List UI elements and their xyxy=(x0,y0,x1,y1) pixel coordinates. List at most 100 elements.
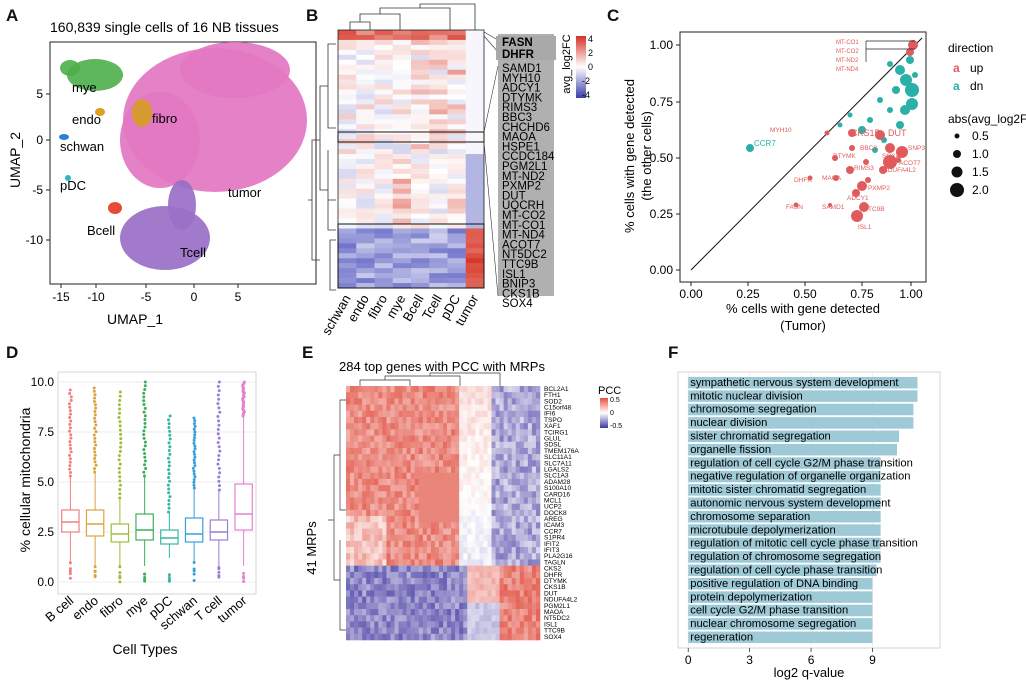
e-heatmap-cell xyxy=(398,547,403,554)
e-heatmap-cell xyxy=(434,547,440,554)
e-heatmap-cell xyxy=(430,621,436,628)
heatmap-cell xyxy=(429,173,448,180)
e-gene-label: DHFR xyxy=(544,572,563,579)
heatmap-cell xyxy=(411,223,430,229)
e-heatmap-cell xyxy=(422,435,428,443)
e-heatmap-cell xyxy=(471,516,476,523)
e-heatmap-cell xyxy=(475,429,480,436)
e-heatmap-cell xyxy=(350,565,355,573)
heatmap-cell xyxy=(374,213,394,219)
d-outlier xyxy=(192,427,196,431)
heatmap-cell xyxy=(411,54,430,61)
e-heatmap-cell xyxy=(495,528,500,535)
e-heatmap-cell xyxy=(535,627,541,635)
e-heatmap-cell xyxy=(410,584,416,591)
e-heatmap-cell xyxy=(430,571,436,579)
e-heatmap-cell xyxy=(346,571,351,579)
d-outlier xyxy=(68,440,72,444)
e-heatmap-cell xyxy=(422,547,428,554)
e-heatmap-cell xyxy=(410,565,416,573)
e-gene-label: TMEM176A xyxy=(544,448,579,455)
e-heatmap-cell xyxy=(463,559,468,566)
b-gene-label: DUT xyxy=(502,190,526,202)
heatmap-cell xyxy=(411,69,430,75)
e-heatmap-cell xyxy=(386,547,391,554)
d-outlier xyxy=(192,441,196,445)
heatmap-cell xyxy=(447,109,467,115)
heatmap-cell xyxy=(338,213,357,219)
heatmap-cell xyxy=(429,223,448,229)
heatmap-cell xyxy=(429,198,448,204)
d-outlier xyxy=(167,418,171,422)
heatmap-cell xyxy=(356,173,375,180)
e-heatmap-cell xyxy=(531,528,537,535)
e-heatmap-cell xyxy=(459,615,464,622)
e-heatmap-cell xyxy=(394,534,399,542)
e-heatmap-cell xyxy=(479,460,484,467)
d-outlier xyxy=(142,470,146,474)
e-heatmap-cell xyxy=(418,423,424,430)
heatmap-cell xyxy=(465,268,485,274)
e-heatmap-cell xyxy=(426,386,432,393)
e-heatmap-cell xyxy=(487,410,492,418)
a-ytick: 0 xyxy=(36,133,43,147)
e-heatmap-cell xyxy=(406,553,411,560)
d-outlier xyxy=(216,432,220,436)
e-heatmap-cell xyxy=(459,522,464,529)
e-heatmap-cell xyxy=(378,522,383,529)
e-heatmap-cell xyxy=(515,540,521,548)
e-heatmap-cell xyxy=(519,503,525,511)
e-heatmap-cell xyxy=(499,509,504,517)
heatmap-cell xyxy=(374,149,394,155)
d-outlier xyxy=(117,471,121,475)
e-heatmap-cell xyxy=(467,472,472,480)
heatmap-cell xyxy=(465,188,485,195)
e-heatmap-cell xyxy=(471,534,476,542)
e-heatmap-cell xyxy=(459,429,464,436)
e-heatmap-cell xyxy=(438,584,444,591)
e-heatmap-cell xyxy=(346,509,351,517)
e-heatmap-cell xyxy=(499,609,504,616)
e-heatmap-cell xyxy=(511,590,517,597)
heatmap-cell xyxy=(338,278,357,284)
e-heatmap-cell xyxy=(447,392,452,399)
e-heatmap-cell xyxy=(467,423,472,430)
b-gene-label: BBC3 xyxy=(502,112,532,124)
e-heatmap-cell xyxy=(378,410,383,418)
e-heatmap-cell xyxy=(515,416,521,424)
e-heatmap-cell xyxy=(366,522,371,529)
d-outlier xyxy=(118,398,122,402)
f-bar xyxy=(688,457,881,469)
heatmap-cell xyxy=(374,84,394,90)
e-heatmap-cell xyxy=(378,627,383,635)
e-heatmap-cell xyxy=(394,386,399,393)
e-heatmap-cell xyxy=(483,540,488,548)
e-heatmap-cell xyxy=(447,386,452,393)
e-heatmap-cell xyxy=(394,633,399,641)
e-heatmap-cell xyxy=(471,460,476,467)
e-heatmap-cell xyxy=(455,386,460,393)
e-heatmap-cell xyxy=(523,528,529,535)
e-heatmap-cell xyxy=(386,392,391,399)
e-heatmap-cell xyxy=(475,627,480,635)
e-heatmap-cell xyxy=(354,423,359,430)
e-heatmap-cell xyxy=(406,478,411,486)
e-heatmap-cell xyxy=(523,410,529,418)
e-heatmap-cell xyxy=(519,398,525,405)
e-heatmap-cell xyxy=(370,590,375,597)
e-heatmap-cell xyxy=(511,602,517,610)
heatmap-cell xyxy=(374,94,394,100)
e-heatmap-cell xyxy=(495,404,500,412)
e-heatmap-cell xyxy=(414,404,420,412)
e-heatmap-cell xyxy=(471,584,476,591)
e-heatmap-cell xyxy=(455,410,460,418)
heatmap-cell xyxy=(429,253,448,259)
e-heatmap-cell xyxy=(370,472,375,480)
heatmap-cell xyxy=(338,64,357,70)
e-heatmap-cell xyxy=(483,534,488,542)
e-heatmap-cell xyxy=(511,485,517,492)
e-heatmap-cell xyxy=(418,485,424,492)
e-heatmap-cell xyxy=(467,559,472,566)
e-heatmap-cell xyxy=(406,590,411,597)
e-heatmap-cell xyxy=(463,435,468,443)
